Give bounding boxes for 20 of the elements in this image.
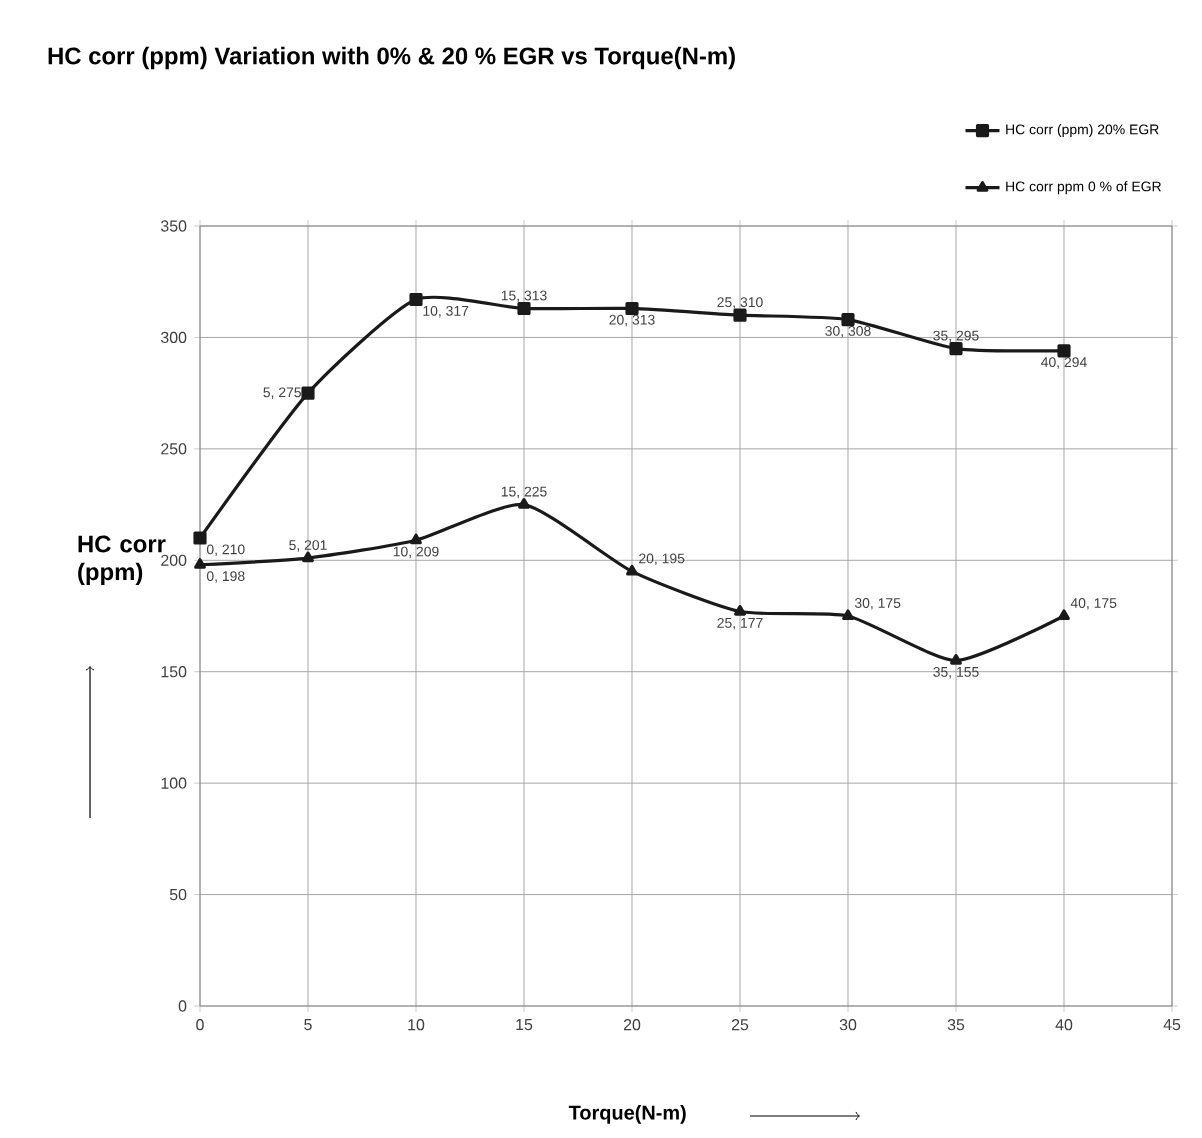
point xyxy=(842,609,854,621)
point xyxy=(841,313,855,327)
point xyxy=(1058,609,1070,621)
point xyxy=(193,531,207,545)
point xyxy=(733,308,747,322)
point xyxy=(734,604,746,616)
point xyxy=(950,653,962,665)
point xyxy=(409,292,423,307)
chart-title: HC corr (ppm) Variation with 0% & 20 % EGR vs Torque(N-m) xyxy=(48,46,735,70)
point xyxy=(302,551,314,563)
point xyxy=(518,497,530,509)
point xyxy=(626,564,638,576)
point xyxy=(1057,344,1071,358)
point xyxy=(194,558,206,569)
point xyxy=(301,386,315,400)
point xyxy=(410,533,422,545)
point xyxy=(517,301,531,316)
point xyxy=(949,341,963,356)
x-axis-title: Torque(N-m) xyxy=(568,1105,686,1124)
point xyxy=(625,301,639,316)
